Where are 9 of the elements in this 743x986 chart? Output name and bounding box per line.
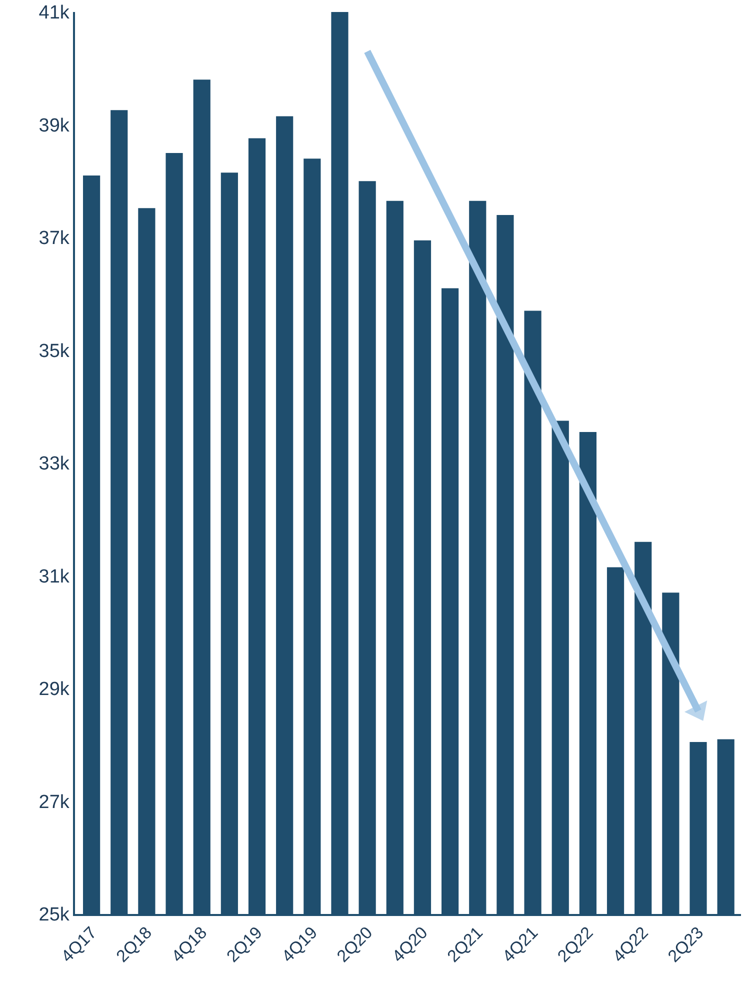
y-tick-label: 31k (38, 566, 70, 588)
y-tick-label: 37k (38, 228, 70, 250)
y-tick-label: 33k (38, 454, 70, 475)
y-tick-label: 27k (38, 792, 70, 813)
y-tick-label: 35k (38, 340, 70, 362)
y-tick-label: 25k (38, 904, 70, 926)
y-tick-label: 29k (38, 679, 70, 700)
y-tick-label: 41k (38, 2, 70, 24)
y-tick-label: 39k (38, 115, 70, 136)
